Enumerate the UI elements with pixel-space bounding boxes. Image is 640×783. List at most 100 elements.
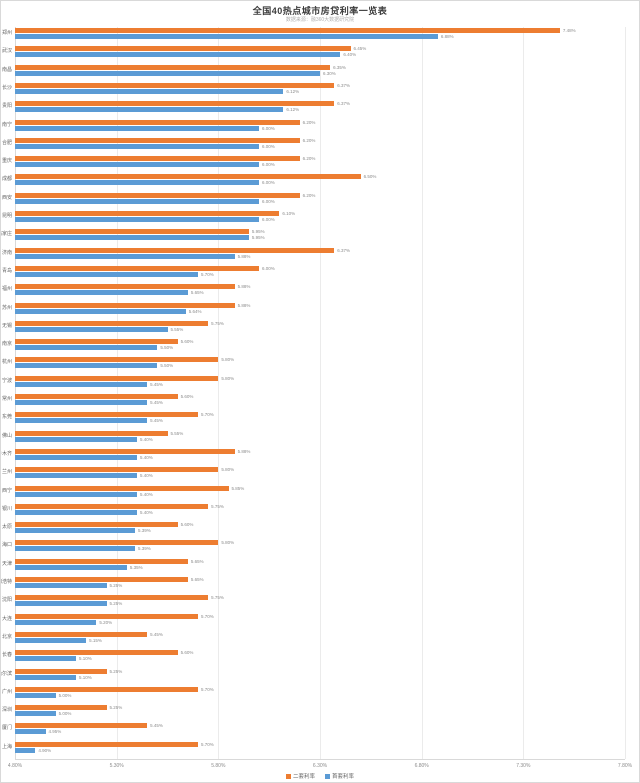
second-home-rate-bar — [15, 577, 188, 582]
first-home-rate-bar — [15, 88, 284, 94]
first-home-rate-bar — [15, 491, 137, 497]
first-home-rate-bar — [15, 711, 56, 717]
city-label: 昆明 — [1, 213, 12, 219]
bar-row: 天津 5.65% 5.35% — [2, 558, 625, 576]
city-label: 沈阳 — [1, 597, 12, 604]
bar-row: 西宁 5.85% 5.40% — [2, 485, 625, 503]
bar-row: 石家庄 5.95%5.95% — [1, 228, 625, 246]
bar-row: 重庆 6.20% 6.00% — [2, 155, 625, 173]
bar-row: 福州 5.88% 5.65% — [2, 283, 625, 301]
value-label: 6.37% — [337, 101, 350, 107]
second-home-rate-bar — [15, 595, 209, 601]
x-axis-tick-label: 4.80% — [7, 763, 23, 769]
second-home-rate-bar — [15, 119, 300, 125]
value-label: 4.95% — [48, 729, 62, 735]
value-label: 5.70% — [201, 741, 214, 747]
second-home-rate-bar — [15, 229, 249, 235]
second-home-rate-bar — [15, 485, 229, 491]
legend-label: 首套利率 — [332, 774, 355, 780]
value-label: 5.39% — [137, 528, 151, 534]
city-label: 南京 — [1, 341, 12, 348]
value-label: 5.25% — [109, 668, 123, 674]
first-home-rate-bar — [15, 308, 186, 314]
bar-row: 乌鲁木齐 5.88% 5.40% — [1, 448, 625, 466]
value-label: 5.65% — [190, 577, 204, 582]
second-home-rate-bar — [15, 64, 331, 70]
gridline — [218, 27, 220, 759]
value-label: 5.70% — [201, 613, 214, 619]
first-home-rate-bar — [15, 52, 341, 58]
value-label: 7.48% — [562, 28, 576, 33]
first-home-rate-bar — [15, 729, 46, 735]
second-home-rate-bar — [15, 101, 335, 107]
value-label: 6.37% — [337, 247, 350, 253]
bar-row: 厦门 5.45% 4.95% — [2, 722, 625, 740]
value-label: 5.39% — [137, 546, 151, 552]
city-label: 长沙 — [1, 84, 12, 91]
bar-row: 苏州 5.88% 5.64% — [2, 302, 625, 320]
city-label: 贵阳 — [1, 103, 12, 110]
bar-row: 广州 5.70% 5.00% — [2, 686, 625, 704]
gridline — [320, 27, 321, 759]
city-label: 南昌 — [1, 66, 12, 73]
value-label: 5.65% — [190, 290, 204, 296]
first-home-rate-bar — [15, 583, 107, 588]
gridline — [116, 27, 118, 759]
x-axis-tick-label: 6.30% — [312, 763, 328, 769]
bar-row: 郑州 7.48% 6.88% — [2, 27, 625, 45]
value-label: 5.15% — [89, 637, 102, 643]
city-label: 杭州 — [1, 359, 12, 366]
value-label: 5.75% — [211, 320, 224, 326]
bar-row: 南宁 6.20% 6.00% — [2, 119, 625, 137]
value-label: 5.95% — [251, 229, 265, 235]
bar-row: 佛山 5.55% 5.40% — [2, 430, 625, 448]
bar-row: 昆明 6.10% 6.00% — [2, 210, 625, 228]
value-label: 5.95% — [251, 235, 265, 241]
bar-row: 成都 6.50% 6.00% — [2, 173, 625, 191]
second-home-rate-bar — [15, 320, 209, 326]
value-label: 6.35% — [333, 64, 346, 70]
second-home-rate-bar — [15, 394, 178, 399]
value-label: 5.40% — [140, 454, 153, 460]
first-home-rate-bar — [15, 747, 36, 753]
city-label: 大连 — [1, 615, 12, 622]
value-label: 5.45% — [150, 723, 163, 729]
value-label: 5.50% — [160, 363, 174, 369]
value-label: 5.85% — [231, 485, 245, 491]
first-home-rate-bar — [15, 509, 137, 515]
value-label: 5.00% — [58, 711, 72, 717]
city-label: 呼和浩特 — [1, 579, 12, 585]
second-home-rate-bar — [15, 705, 107, 711]
first-home-rate-bar — [15, 326, 168, 332]
second-home-rate-bar — [15, 631, 148, 637]
value-label: 5.40% — [140, 436, 153, 442]
city-label: 济南 — [1, 249, 12, 256]
value-label: 6.00% — [262, 265, 275, 271]
second-home-rate-bar — [15, 82, 335, 88]
city-label: 石家庄 — [1, 231, 12, 238]
city-label: 青岛 — [1, 267, 12, 274]
x-axis-tick-label: 7.30% — [516, 763, 531, 769]
value-label: 6.37% — [337, 82, 350, 88]
second-home-rate-bar — [15, 211, 280, 216]
bar-row: 哈尔滨 5.25% 5.10% — [1, 668, 625, 686]
bar-row: 北京 5.45% 5.15% — [2, 631, 625, 649]
legend-swatch-icon — [285, 773, 291, 779]
second-home-rate-bar — [15, 723, 148, 729]
city-label: 郑州 — [1, 30, 12, 36]
value-label: 5.88% — [237, 284, 251, 290]
first-home-rate-bar — [15, 674, 76, 680]
city-label: 广州 — [1, 688, 12, 695]
value-label: 6.00% — [262, 125, 275, 131]
bar-row: 深圳 5.25% 5.00% — [2, 704, 625, 722]
second-home-rate-bar — [15, 558, 188, 564]
value-label: 5.64% — [188, 308, 202, 314]
x-axis-line — [15, 759, 625, 760]
bar-row: 常州 5.60% 5.45% — [2, 393, 625, 411]
bar-row: 长沙 6.37% 6.12% — [2, 82, 625, 100]
first-home-rate-bar — [15, 564, 127, 570]
bar-row: 青岛 6.00% 5.70% — [2, 265, 625, 283]
value-label: 6.00% — [262, 217, 275, 222]
value-label: 5.45% — [150, 631, 163, 637]
